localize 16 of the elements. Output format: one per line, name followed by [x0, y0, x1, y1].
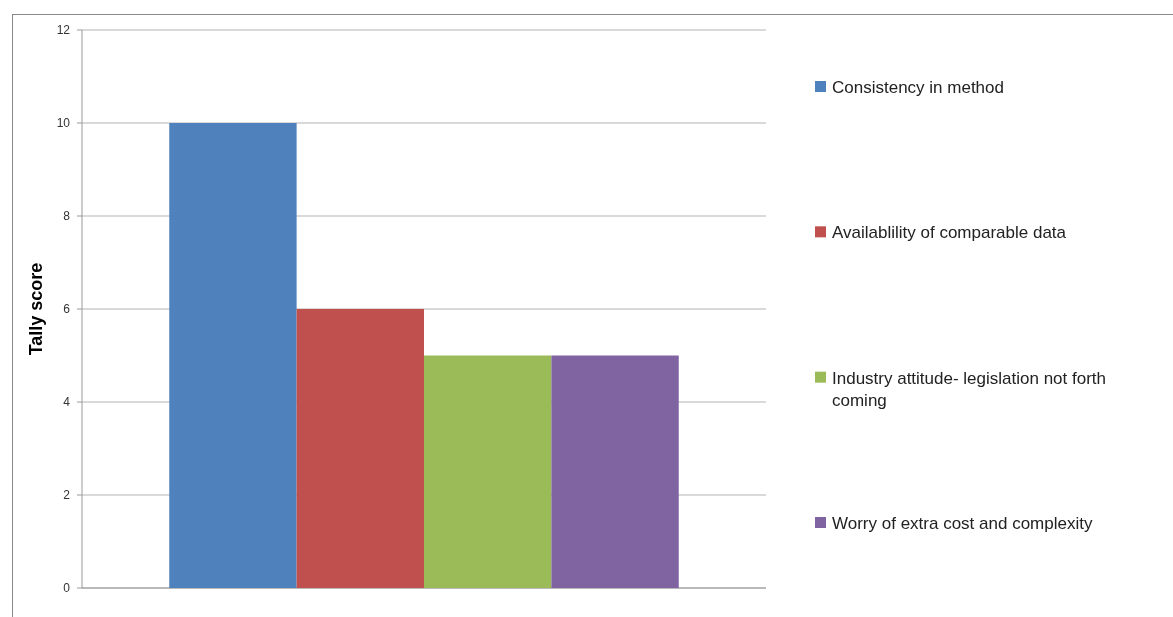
bar	[169, 123, 297, 588]
legend-label: Worry of extra cost and complexity	[832, 513, 1093, 533]
y-tick-label: 4	[63, 395, 71, 410]
y-tick-label: 8	[63, 209, 71, 224]
bar	[551, 355, 679, 588]
bar	[424, 355, 552, 588]
legend-label: Consistency in method	[832, 77, 1004, 97]
bar	[296, 309, 424, 588]
y-axis-title: Tally score	[26, 262, 46, 356]
y-tick-label: 6	[63, 302, 71, 317]
y-tick-label: 2	[63, 488, 71, 503]
legend-label: Industry attitude- legislation not forth coming	[832, 368, 1107, 410]
y-tick-label: 12	[56, 23, 71, 38]
legend-label: Availablility of comparable data	[832, 223, 1067, 243]
y-tick-label: 0	[63, 581, 71, 596]
y-tick-label: 10	[56, 116, 71, 131]
